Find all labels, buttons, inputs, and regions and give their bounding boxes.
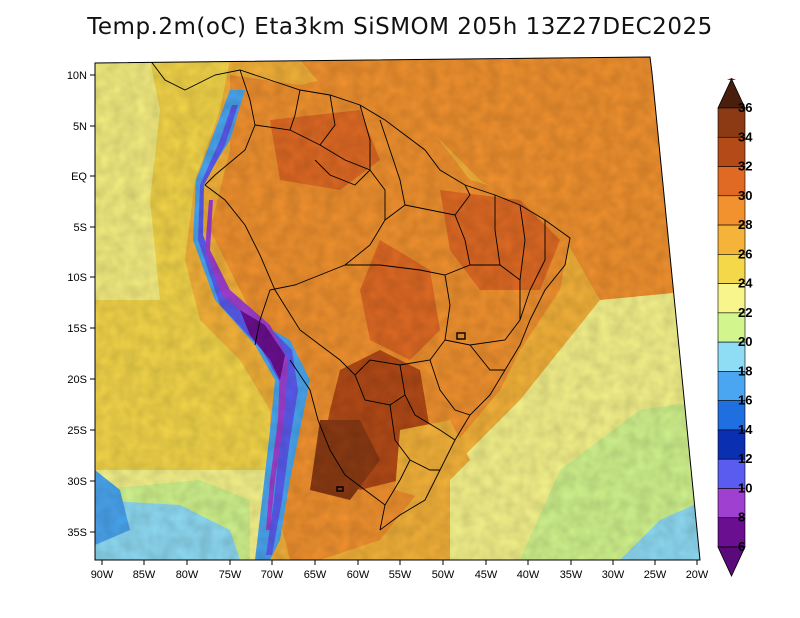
lon-label-70w: 70W bbox=[261, 569, 284, 581]
colorbar-label: 36 bbox=[738, 100, 752, 115]
lon-label-25w: 25W bbox=[644, 569, 667, 581]
lon-label-55w: 55W bbox=[389, 569, 412, 581]
lon-label-85w: 85W bbox=[133, 569, 156, 581]
lon-label-90w: 90W bbox=[91, 569, 114, 581]
lat-label-15s: 15S bbox=[67, 323, 87, 335]
colorbar-label: 34 bbox=[738, 129, 753, 144]
lon-label-20w: 20W bbox=[686, 569, 709, 581]
map-frame bbox=[94, 56, 701, 561]
colorbar-label: 30 bbox=[738, 188, 752, 203]
colorbar-label: 28 bbox=[738, 217, 752, 232]
colorbar-swatch bbox=[717, 224, 746, 255]
lat-label-10s: 10S bbox=[67, 272, 87, 284]
colorbar-swatch bbox=[717, 400, 746, 431]
map-title: Temp.2m(oC) Eta3km SiSMOM 205h 13Z27DEC2… bbox=[87, 14, 713, 40]
colorbar-label: 10 bbox=[738, 480, 752, 495]
colorbar-label: 18 bbox=[738, 363, 752, 378]
political-borders bbox=[149, 59, 571, 531]
lon-label-60w: 60W bbox=[347, 569, 370, 581]
lat-label-35s: 35S bbox=[67, 527, 87, 539]
lat-label-eq: EQ bbox=[71, 171, 87, 183]
colorbar-label: 22 bbox=[738, 305, 752, 320]
colorbar-swatch bbox=[717, 107, 746, 138]
colorbar-label: 26 bbox=[738, 246, 752, 261]
colorbar-bottom-triangle bbox=[717, 546, 746, 577]
lat-label-30s: 30S bbox=[67, 476, 87, 488]
lon-label-80w: 80W bbox=[176, 569, 199, 581]
colorbar-labels: 36 34 32 30 28 26 24 22 20 18 16 14 12 10 8 6 bbox=[738, 100, 753, 554]
colorbar-swatch bbox=[717, 136, 746, 167]
colorbar-swatches bbox=[717, 107, 746, 548]
lat-label-25s: 25S bbox=[67, 425, 87, 437]
colorbar-label: 12 bbox=[738, 451, 752, 466]
lat-label-10n: 10N bbox=[67, 70, 87, 82]
colorbar-label: 32 bbox=[738, 159, 752, 174]
colorbar-label: 20 bbox=[738, 334, 752, 349]
lon-label-30w: 30W bbox=[602, 569, 625, 581]
colorbar-label: 14 bbox=[738, 422, 753, 437]
lon-label-40w: 40W bbox=[517, 569, 540, 581]
lat-label-5n: 5N bbox=[73, 121, 87, 133]
lon-label-75w: 75W bbox=[219, 569, 242, 581]
longitude-axis: 90W 85W 80W 75W 70W 65W 60W 55W 50W 45W … bbox=[91, 560, 709, 581]
colorbar-swatch bbox=[717, 371, 746, 401]
lon-label-65w: 65W bbox=[304, 569, 327, 581]
colorbar-label: 6 bbox=[738, 539, 745, 554]
colorbar-swatch bbox=[717, 254, 746, 284]
lon-label-50w: 50W bbox=[432, 569, 455, 581]
lat-label-5s: 5S bbox=[74, 222, 87, 234]
colorbar-label: 8 bbox=[738, 510, 745, 525]
colorbar-swatch bbox=[717, 341, 746, 372]
lake-markers bbox=[336, 332, 466, 492]
temperature-field bbox=[95, 57, 700, 560]
colorbar-label: 16 bbox=[738, 393, 752, 408]
colorbar-swatch bbox=[717, 283, 746, 314]
colorbar-swatch bbox=[717, 488, 746, 519]
lon-label-35w: 35W bbox=[560, 569, 583, 581]
colorbar: 36 34 32 30 28 26 24 22 20 18 16 14 12 10 8 6 bbox=[717, 78, 753, 577]
latitude-axis: 10N 5N EQ 5S 10S 15S 20S 25S 30S 35S bbox=[67, 70, 95, 539]
lon-label-45w: 45W bbox=[475, 569, 498, 581]
colorbar-label: 24 bbox=[738, 276, 753, 291]
lat-label-20s: 20S bbox=[67, 374, 87, 386]
colorbar-swatch bbox=[717, 312, 746, 343]
colorbar-swatch bbox=[717, 517, 746, 548]
